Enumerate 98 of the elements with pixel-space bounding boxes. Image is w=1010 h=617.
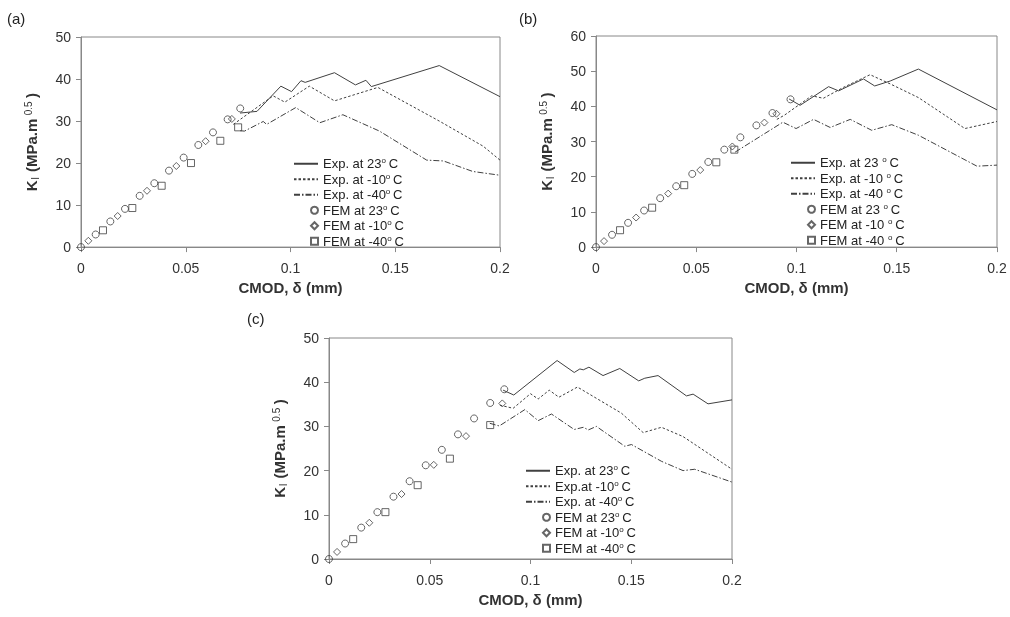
x-tick-label: 0.1 <box>280 260 301 277</box>
y-tick-label: 30 <box>570 133 587 150</box>
x-tick-label: 0.1 <box>520 572 541 588</box>
y-tick-label: 20 <box>570 168 587 185</box>
point <box>357 523 366 532</box>
point <box>470 414 479 423</box>
x-tick-label: 0.2 <box>722 572 742 588</box>
x-tick-label: 0.2 <box>987 260 1007 277</box>
point <box>157 181 166 190</box>
point <box>486 421 495 430</box>
point <box>236 104 245 113</box>
x-tick-label: 0.15 <box>883 260 911 277</box>
chart-title: (c) <box>247 310 265 327</box>
point <box>106 217 115 226</box>
x-tick-label: 0.2 <box>490 260 510 277</box>
y-tick-label: 20 <box>303 462 320 479</box>
point <box>223 115 232 124</box>
point <box>640 206 649 215</box>
legend-label: Exp. at -40 oC <box>820 186 904 202</box>
point <box>608 230 617 239</box>
x-tick-label: 0 <box>77 260 86 277</box>
point <box>445 454 454 463</box>
y-tick-label: 10 <box>303 506 320 523</box>
point <box>341 539 350 548</box>
legend-label: Exp. at -10 oC <box>820 170 904 186</box>
point <box>165 166 173 175</box>
y-axis-title: KI (MPa.m0.5) <box>537 92 556 191</box>
x-tick-label: 0.1 <box>786 260 807 277</box>
y-tick-label: 50 <box>55 29 72 45</box>
x-axis-title: CMOD, δ (mm) <box>238 279 343 296</box>
point <box>186 159 195 168</box>
y-tick-label: 30 <box>303 418 320 435</box>
point <box>624 218 633 227</box>
point <box>704 157 713 166</box>
point <box>150 179 159 188</box>
y-tick-label: 40 <box>55 71 72 88</box>
legend-label: Exp. at 23 oC <box>820 155 899 171</box>
x-axis-title: CMOD, δ (mm) <box>744 279 849 296</box>
point <box>688 169 697 178</box>
y-tick-label: 0 <box>311 551 320 567</box>
point <box>194 140 203 149</box>
point <box>437 445 446 454</box>
point <box>768 109 777 118</box>
point <box>500 385 509 394</box>
y-tick-label: 0 <box>63 239 72 256</box>
chart-title: (a) <box>7 10 26 27</box>
chart-title: (b) <box>519 10 538 27</box>
y-tick-label: 40 <box>303 374 320 391</box>
y-tick-label: 40 <box>570 98 587 115</box>
point <box>672 182 681 191</box>
point <box>712 158 721 167</box>
y-axis-title: KI (MPa.m0.5) <box>22 92 41 192</box>
point <box>381 508 390 517</box>
x-tick-label: 0.15 <box>617 572 646 588</box>
y-tick-label: 20 <box>55 155 72 172</box>
point <box>208 128 217 137</box>
x-tick-label: 0.15 <box>381 260 410 277</box>
point <box>349 535 358 544</box>
point <box>453 430 462 439</box>
x-axis-title: CMOD, δ (mm) <box>478 590 583 608</box>
point <box>234 123 243 132</box>
point <box>752 121 761 130</box>
point <box>656 194 665 203</box>
point <box>405 477 414 486</box>
point <box>373 508 382 517</box>
line-series <box>502 360 733 405</box>
point <box>786 95 795 104</box>
y-tick-label: 10 <box>570 203 587 220</box>
point <box>413 481 422 490</box>
point <box>680 181 689 190</box>
point <box>616 226 625 235</box>
point <box>389 492 398 501</box>
point <box>736 133 745 142</box>
y-tick-label: 0 <box>578 239 587 256</box>
point <box>720 145 729 154</box>
point <box>486 398 495 407</box>
x-tick-label: 0.05 <box>416 572 444 588</box>
x-tick-label: 0 <box>592 260 601 277</box>
point <box>179 153 188 162</box>
x-tick-label: 0.05 <box>172 260 200 277</box>
legend-label: FEM at 23 oC <box>820 201 901 217</box>
point <box>216 136 225 145</box>
y-tick-label: 50 <box>303 330 320 346</box>
point <box>730 145 739 154</box>
x-tick-label: 0.05 <box>682 260 711 277</box>
y-axis-title: KI (MPa.m0.5) <box>270 399 289 498</box>
point <box>121 204 129 213</box>
point <box>135 191 144 200</box>
point <box>648 203 657 212</box>
y-tick-label: 30 <box>55 113 72 130</box>
y-tick-label: 50 <box>570 63 587 80</box>
point <box>91 230 100 239</box>
x-tick-label: 0 <box>325 572 334 588</box>
point <box>421 461 430 470</box>
point <box>99 226 107 235</box>
y-tick-label: 60 <box>570 28 587 44</box>
point <box>128 204 137 213</box>
y-tick-label: 10 <box>55 197 72 214</box>
